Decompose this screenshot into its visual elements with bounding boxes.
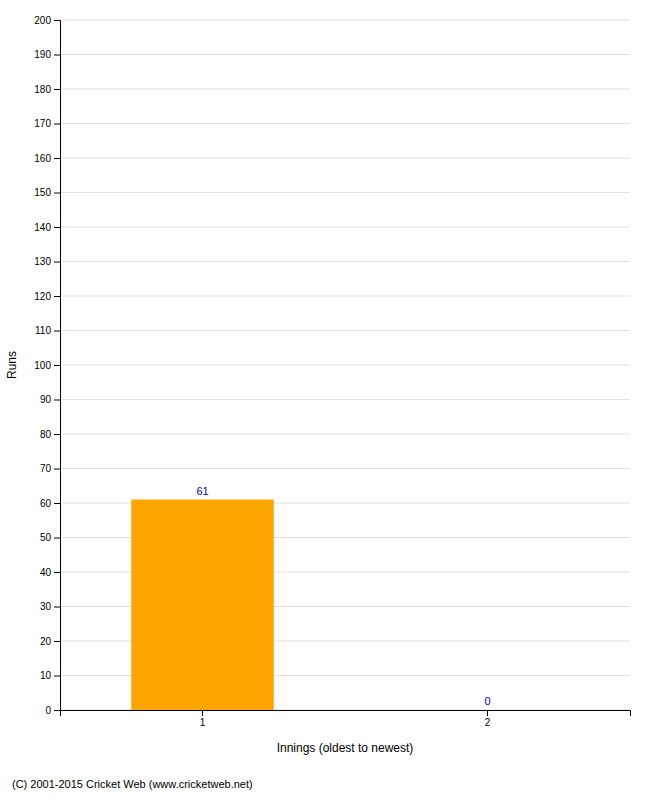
tick: 110 bbox=[35, 325, 60, 336]
tick: 100 bbox=[34, 360, 60, 371]
tick: 20 bbox=[40, 636, 60, 647]
tick: 80 bbox=[40, 429, 60, 440]
grid-line bbox=[60, 158, 630, 159]
tick-label: 40 bbox=[40, 567, 52, 578]
tick: 50 bbox=[40, 532, 60, 543]
tick-label: 130 bbox=[34, 256, 51, 267]
grid bbox=[60, 20, 630, 710]
tick: 160 bbox=[34, 153, 60, 164]
grid-line bbox=[60, 20, 630, 21]
tick-mark bbox=[54, 193, 60, 194]
data-label: 0 bbox=[484, 695, 490, 707]
tick-label: 140 bbox=[34, 222, 51, 233]
tick-mark bbox=[202, 710, 203, 716]
tick-label: 180 bbox=[34, 84, 51, 95]
bar bbox=[131, 500, 274, 710]
tick-mark bbox=[54, 158, 60, 159]
x-axis: 12 bbox=[61, 710, 631, 728]
annotation: (C) 2001-2015 Cricket Web (www.cricketwe… bbox=[12, 778, 253, 790]
tick-mark bbox=[54, 89, 60, 90]
grid-line bbox=[60, 434, 630, 435]
tick: 120 bbox=[34, 291, 60, 302]
data-labels: 61 0 bbox=[196, 485, 490, 707]
tick-label: 190 bbox=[34, 49, 51, 60]
tick: 130 bbox=[34, 256, 60, 267]
tick-mark bbox=[54, 538, 60, 539]
axis-line bbox=[54, 21, 61, 711]
tick-label: 160 bbox=[34, 153, 51, 164]
plot: 0102030405060708090100110120130140150160… bbox=[34, 15, 630, 728]
tick-label: 100 bbox=[34, 360, 51, 371]
tick-mark bbox=[54, 262, 60, 263]
tick-label: 20 bbox=[40, 636, 52, 647]
y-axis-title: Runs bbox=[5, 351, 19, 379]
tick: 0 bbox=[45, 705, 60, 716]
tick-label: 150 bbox=[34, 187, 51, 198]
axis-line bbox=[61, 711, 631, 717]
tick-mark bbox=[54, 331, 60, 332]
tick: 1 bbox=[200, 710, 206, 728]
tick-mark bbox=[487, 710, 488, 716]
tick-label: 110 bbox=[35, 325, 51, 336]
tick: 40 bbox=[40, 567, 60, 578]
tick-mark bbox=[54, 400, 60, 401]
grid-line bbox=[60, 54, 630, 55]
tick-mark bbox=[54, 296, 60, 297]
grid-line bbox=[60, 123, 630, 124]
tick-label: 170 bbox=[34, 118, 51, 129]
tick-mark bbox=[54, 20, 60, 21]
tick-label: 1 bbox=[200, 717, 206, 728]
tick: 200 bbox=[34, 15, 60, 26]
grid-line bbox=[60, 468, 630, 469]
tick-label: 2 bbox=[485, 717, 491, 728]
tick-label: 60 bbox=[40, 498, 52, 509]
tick-label: 70 bbox=[40, 463, 52, 474]
data-label: 61 bbox=[196, 485, 208, 497]
y-axis: 0 10 20 30 40 50 60 70 80 90 100 110 120 130 140 150 160… bbox=[34, 15, 60, 716]
tick-mark bbox=[54, 469, 60, 470]
bar bbox=[416, 710, 559, 711]
grid-line bbox=[60, 330, 630, 331]
tick: 180 bbox=[34, 84, 60, 95]
tick-mark bbox=[54, 572, 60, 573]
grid-line bbox=[60, 365, 630, 366]
chart: 0102030405060708090100110120130140150160… bbox=[0, 0, 650, 800]
tick: 90 bbox=[40, 394, 60, 405]
tick: 2 bbox=[485, 710, 491, 728]
tick: 140 bbox=[34, 222, 60, 233]
tick: 30 bbox=[40, 601, 60, 612]
tick: 170 bbox=[34, 118, 60, 129]
tick: 60 bbox=[40, 498, 60, 509]
tick-label: 50 bbox=[40, 532, 52, 543]
tick-mark bbox=[54, 124, 60, 125]
tick-label: 0 bbox=[45, 705, 51, 716]
tick-label: 120 bbox=[34, 291, 51, 302]
tick-mark bbox=[54, 55, 60, 56]
grid-line bbox=[60, 399, 630, 400]
tick-label: 200 bbox=[34, 15, 51, 26]
tick: 70 bbox=[40, 463, 60, 474]
tick-mark bbox=[54, 434, 60, 435]
grid-line bbox=[60, 89, 630, 90]
tick-mark bbox=[54, 607, 60, 608]
tick-label: 30 bbox=[40, 601, 52, 612]
tick: 10 bbox=[40, 670, 60, 681]
tick-mark bbox=[54, 503, 60, 504]
tick-mark bbox=[54, 676, 60, 677]
x-axis-title: Innings (oldest to newest) bbox=[277, 741, 414, 755]
grid-line bbox=[60, 261, 630, 262]
grid-line bbox=[60, 227, 630, 228]
tick-mark bbox=[54, 710, 60, 711]
tick-label: 80 bbox=[40, 429, 52, 440]
tick: 150 bbox=[34, 187, 60, 198]
tick-mark bbox=[54, 641, 60, 642]
grid-line bbox=[60, 192, 630, 193]
tick-mark bbox=[54, 227, 60, 228]
tick-label: 90 bbox=[40, 394, 52, 405]
tick-mark bbox=[54, 365, 60, 366]
tick: 190 bbox=[34, 49, 60, 60]
bars bbox=[131, 500, 274, 710]
grid-line bbox=[60, 296, 630, 297]
tick-label: 10 bbox=[40, 670, 52, 681]
